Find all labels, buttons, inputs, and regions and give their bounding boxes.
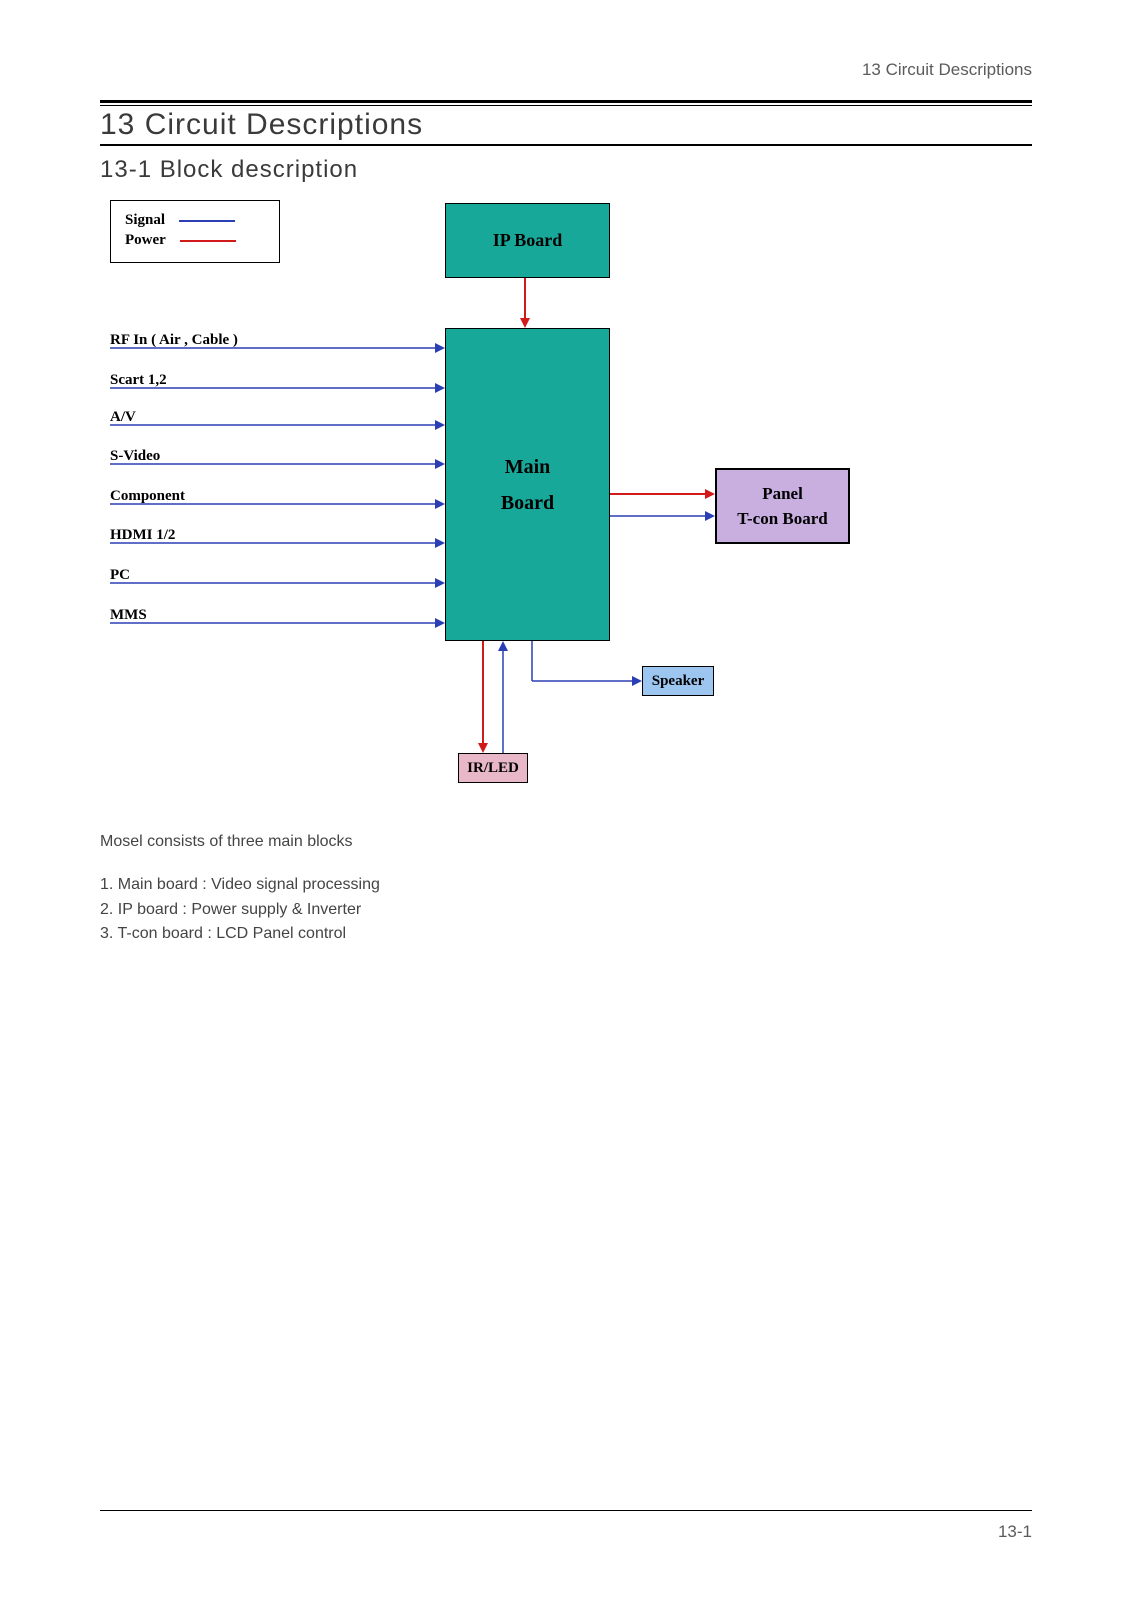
input-label-0: RF In ( Air , Cable ) (110, 332, 238, 349)
input-label-2: A/V (110, 409, 136, 426)
block-speaker: Speaker (642, 666, 714, 696)
input-label-3: S-Video (110, 448, 160, 465)
body-intro: Mosel consists of three main blocks (100, 830, 1032, 855)
legend-box: Signal Power (110, 200, 280, 263)
block-irled: IR/LED (458, 753, 528, 783)
block-diagram: Signal Power IP Board MainBoard PanelT-con B… (100, 198, 1032, 818)
input-label-4: Component (110, 488, 185, 505)
input-label-5: HDMI 1/2 (110, 527, 175, 544)
block-panel: PanelT-con Board (715, 468, 850, 544)
body-item: 1. Main board : Video signal processing (100, 873, 1032, 898)
input-label-6: PC (110, 567, 130, 584)
legend-power-label: Power (125, 232, 166, 249)
input-label-7: MMS (110, 607, 147, 624)
body-item: 2. IP board : Power supply & Inverter (100, 898, 1032, 923)
legend-power: Power (125, 232, 265, 249)
legend-signal-line (179, 220, 235, 222)
body-list: 1. Main board : Video signal processing2… (100, 873, 1032, 947)
block-ip-board: IP Board (445, 203, 610, 278)
input-label-1: Scart 1,2 (110, 372, 167, 389)
page-title: 13 Circuit Descriptions (100, 108, 1032, 142)
footer-rule (100, 1510, 1032, 1511)
rule-top (100, 100, 1032, 106)
rule-under-title (100, 144, 1032, 146)
legend-signal: Signal (125, 212, 265, 229)
body-item: 3. T-con board : LCD Panel control (100, 922, 1032, 947)
page-number: 13-1 (998, 1522, 1032, 1542)
section-subtitle: 13-1 Block description (100, 156, 1032, 184)
block-main-board: MainBoard (445, 328, 610, 641)
page-content: 13 Circuit Descriptions 13-1 Block descr… (100, 55, 1032, 947)
legend-power-line (180, 240, 236, 242)
legend-signal-label: Signal (125, 212, 165, 229)
